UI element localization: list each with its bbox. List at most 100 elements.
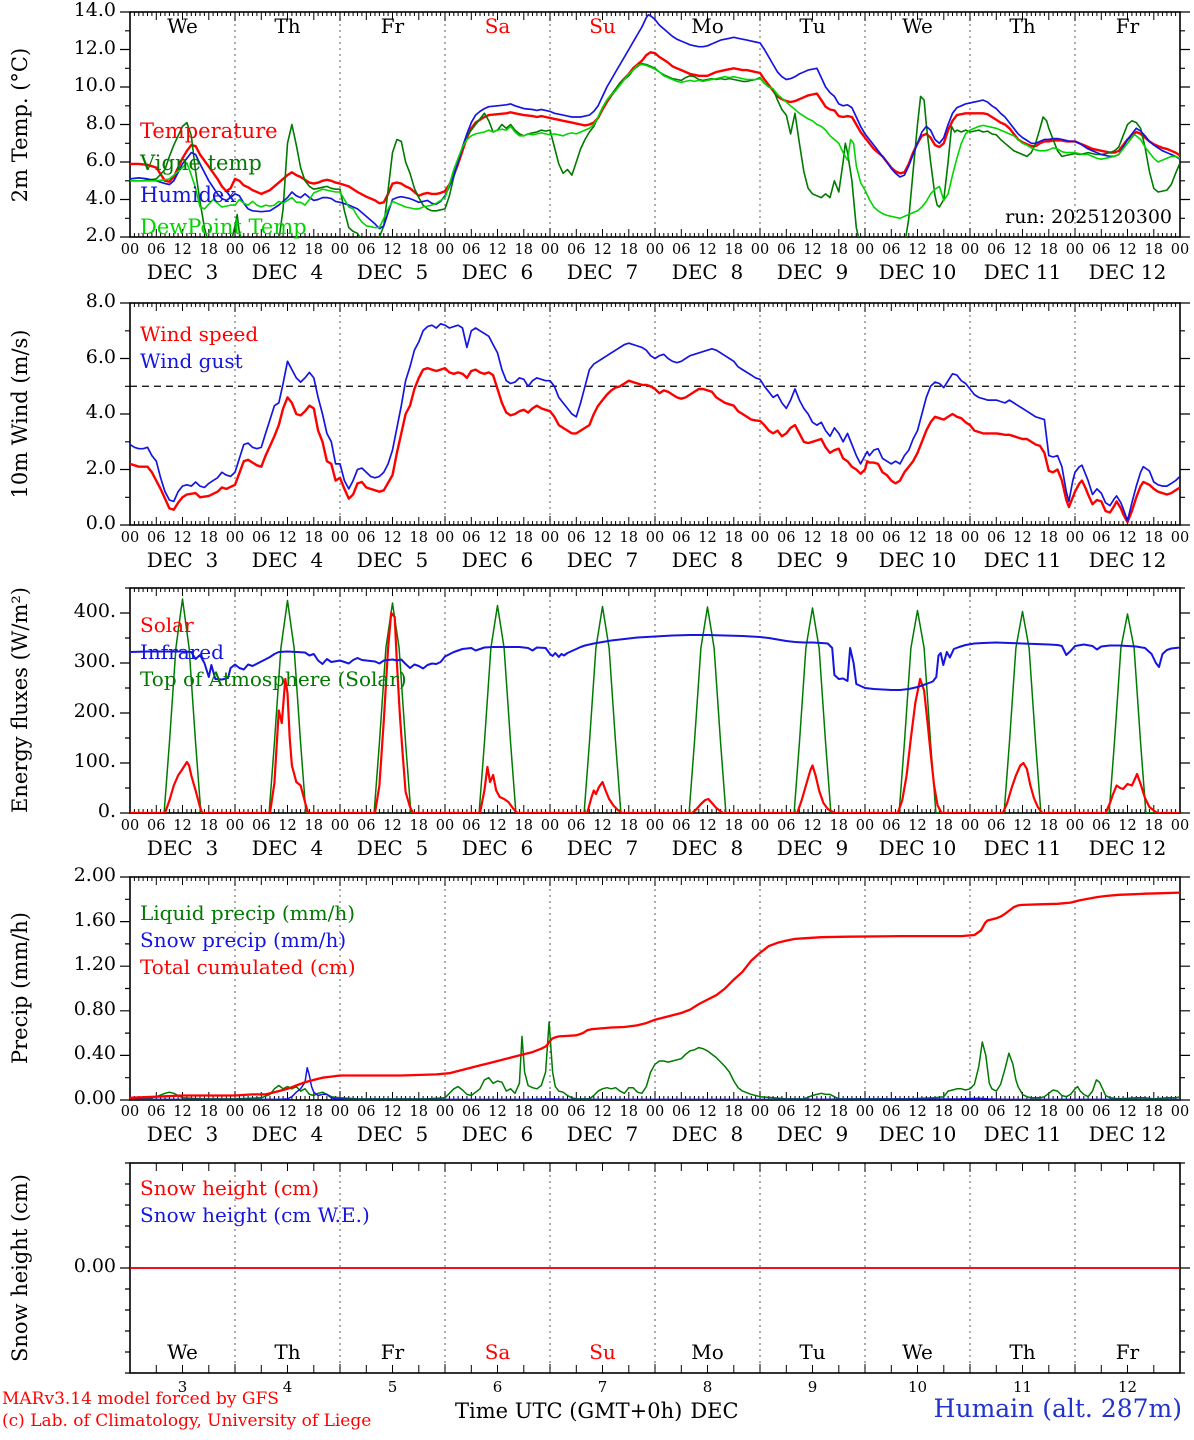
y-tick-label-0-8.0: 8.0	[85, 111, 116, 134]
hour-label-2-22: 12	[698, 818, 717, 834]
y-tick-label-0-14.0: 14.0	[73, 0, 116, 21]
hour-label-1-8: 00	[330, 530, 350, 546]
dec-label-0-3: DEC 6	[461, 260, 534, 284]
day-label-top-su-4: Su	[589, 14, 616, 38]
day-label-bottom-su-4: Su	[589, 1340, 616, 1364]
dec-label-2-0: DEC 3	[146, 836, 219, 860]
hour-label-2-25: 06	[777, 818, 796, 834]
hour-label-3-30: 12	[908, 1104, 927, 1120]
series-wind-gust-line	[130, 322, 1180, 522]
dec-label-1-8: DEC 11	[983, 548, 1062, 572]
y-tick-label-1-8.0: 8.0	[85, 290, 116, 312]
hour-label-2-17: 06	[567, 818, 586, 834]
dec-label-2-4: DEC 7	[566, 836, 639, 860]
hour-label-3-5: 06	[252, 1104, 271, 1120]
day-number-5: 5	[387, 1378, 398, 1396]
hour-ticks	[129, 12, 1181, 237]
day-label-top-sa-3: Sa	[484, 14, 511, 38]
dec-label-2-1: DEC 4	[251, 836, 324, 860]
hour-label-2-2: 12	[173, 818, 192, 834]
series-total-cumulated-cm-line	[130, 891, 1180, 1099]
hour-label-2-11: 18	[409, 818, 428, 834]
hour-label-3-32: 00	[960, 1104, 980, 1120]
series-wind-speed-line	[130, 367, 1180, 524]
hour-label-1-11: 18	[409, 530, 428, 546]
hour-label-2-38: 12	[1118, 818, 1137, 834]
hour-label-2-40: 00	[1170, 818, 1190, 834]
y-tick-label-2-100.: 100.	[73, 750, 116, 772]
day-separator-lines	[234, 877, 1076, 1100]
hour-label-3-33: 06	[987, 1104, 1006, 1120]
legend-toa-solar: Top of Atmosphere (Solar)	[140, 667, 407, 691]
series-vigne-temp-line	[130, 62, 1180, 237]
hour-label-0-31: 18	[934, 242, 953, 258]
hour-label-1-29: 06	[882, 530, 901, 546]
day-label-bottom-we-7: We	[902, 1340, 933, 1364]
hour-label-2-0: 00	[120, 818, 140, 834]
hour-label-2-39: 18	[1144, 818, 1163, 834]
hour-label-1-25: 06	[777, 530, 796, 546]
hour-label-3-34: 12	[1013, 1104, 1032, 1120]
dec-label-0-6: DEC 9	[776, 260, 849, 284]
y-tick-label-0-12.0: 12.0	[73, 36, 116, 59]
hour-label-2-13: 06	[462, 818, 481, 834]
y-tick-label-2-200.: 200.	[73, 700, 116, 722]
hour-label-1-0: 00	[120, 530, 140, 546]
hour-label-1-27: 18	[829, 530, 848, 546]
day-label-top-mo-5: Mo	[691, 14, 724, 38]
day-label-top-tu-6: Tu	[799, 14, 826, 38]
dec-label-3-6: DEC 9	[776, 1122, 849, 1146]
hour-label-0-33: 06	[987, 242, 1006, 258]
y-tick-label-3-2.00: 2.00	[73, 864, 116, 886]
dec-label-2-8: DEC 11	[983, 836, 1062, 860]
hour-ticks	[129, 303, 1181, 525]
hour-label-0-40: 00	[1170, 242, 1190, 258]
day-label-top-th-8: Th	[1009, 14, 1036, 38]
hour-label-2-16: 00	[540, 818, 560, 834]
y-tick-label-1-2.0: 2.0	[85, 456, 116, 479]
hour-label-1-38: 12	[1118, 530, 1137, 546]
series-liquid-precip-mm-h-line	[130, 1021, 1180, 1100]
hour-label-0-24: 00	[750, 242, 770, 258]
dec-label-3-3: DEC 6	[461, 1122, 534, 1146]
hour-label-3-3: 18	[199, 1104, 218, 1120]
hour-label-3-37: 06	[1092, 1104, 1111, 1120]
hour-label-2-27: 18	[829, 818, 848, 834]
hour-label-1-3: 18	[199, 530, 218, 546]
dec-label-3-1: DEC 4	[251, 1122, 324, 1146]
dec-label-0-9: DEC 12	[1088, 260, 1167, 284]
legend-wind-speed: Wind speed	[140, 322, 259, 346]
hour-label-2-30: 12	[908, 818, 927, 834]
hour-label-2-8: 00	[330, 818, 350, 834]
series-snow-precip-mm-h-line	[130, 1066, 1180, 1100]
panel-frame	[129, 302, 1181, 526]
hour-label-1-16: 00	[540, 530, 560, 546]
day-label-bottom-mo-5: Mo	[691, 1340, 724, 1364]
hour-label-0-7: 18	[304, 242, 323, 258]
hour-label-2-9: 06	[357, 818, 376, 834]
day-label-bottom-fr-2: Fr	[380, 1340, 405, 1364]
hour-label-1-31: 18	[934, 530, 953, 546]
hour-label-1-35: 18	[1039, 530, 1058, 546]
panel-frame	[129, 11, 1181, 238]
hour-label-3-15: 18	[514, 1104, 533, 1120]
legend-solar: Solar	[140, 613, 194, 637]
hour-label-2-3: 18	[199, 818, 218, 834]
hour-label-0-34: 12	[1013, 242, 1032, 258]
day-number-4: 4	[282, 1378, 293, 1396]
dec-label-1-4: DEC 7	[566, 548, 639, 572]
dec-label-1-9: DEC 12	[1088, 548, 1167, 572]
hour-label-1-24: 00	[750, 530, 770, 546]
hour-label-0-17: 06	[567, 242, 586, 258]
hour-label-3-2: 12	[173, 1104, 192, 1120]
dec-label-0-8: DEC 11	[983, 260, 1062, 284]
day-number-9: 9	[807, 1378, 818, 1396]
dec-label-1-0: DEC 3	[146, 548, 219, 572]
value-ticks	[120, 11, 1190, 238]
dec-label-1-1: DEC 4	[251, 548, 324, 572]
hour-label-0-2: 12	[173, 242, 192, 258]
hour-label-0-14: 12	[488, 242, 507, 258]
y-tick-label-1-0.0: 0.0	[85, 512, 116, 534]
hour-label-3-16: 00	[540, 1104, 560, 1120]
hour-label-2-28: 00	[855, 818, 875, 834]
